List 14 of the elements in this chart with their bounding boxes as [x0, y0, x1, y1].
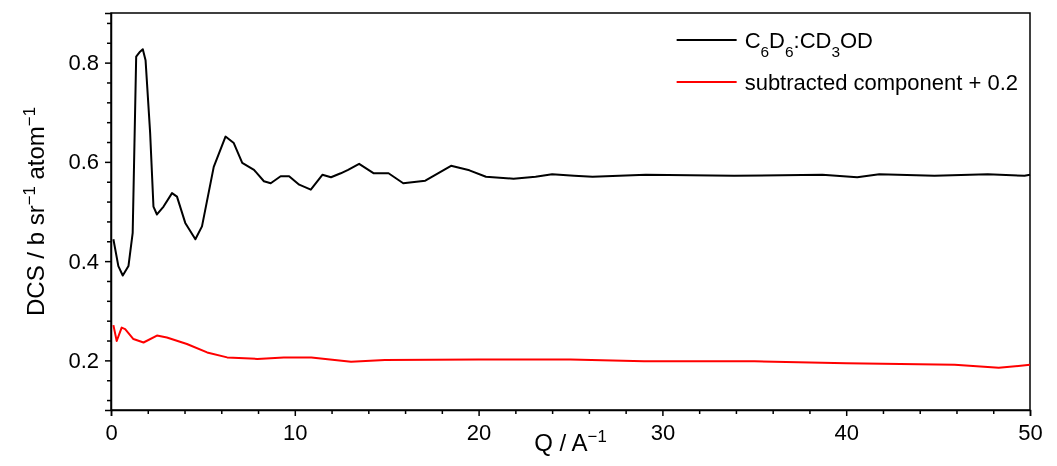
x-tick-label: 10	[283, 419, 308, 445]
y-tick-label: 0.6	[68, 149, 99, 175]
x-tick-label: 0	[105, 419, 118, 445]
y-tick-label: 0.4	[68, 248, 99, 274]
x-tick-label: 50	[1018, 419, 1043, 445]
x-tick-label: 20	[466, 419, 492, 445]
y-tick-label: 0.2	[68, 347, 99, 373]
x-axis-title: Q / A$^{−1}$	[534, 426, 607, 456]
legend-label: subtracted component + 0.2	[744, 70, 1018, 95]
x-tick-label: 30	[650, 419, 676, 445]
line-series	[112, 324, 1031, 369]
y-tick-label: 0.8	[68, 50, 99, 76]
x-tick-label: 40	[834, 419, 859, 445]
legend-label: C$_{6}$D$_{6}$:CD$_{3}$OD	[744, 28, 873, 60]
